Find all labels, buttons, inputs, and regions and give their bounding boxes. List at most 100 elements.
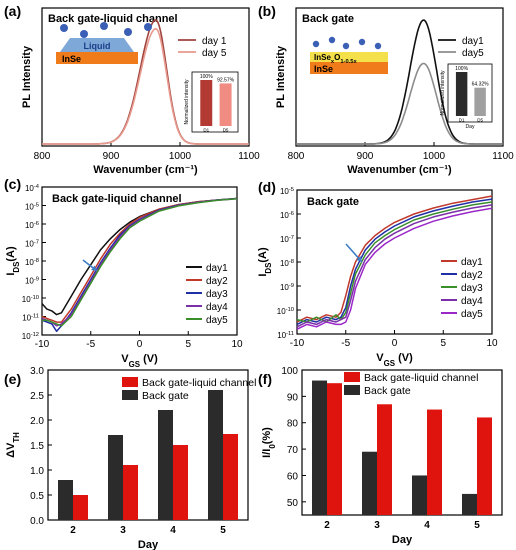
inset-bar-chart: Normalized intensity 100% D1 92.57% D5 — [184, 71, 239, 133]
x-tick-label: 5 — [474, 520, 480, 531]
legend-swatch — [344, 372, 360, 382]
y-tick-label: 2.0 — [30, 416, 44, 427]
x-tick-label: 10 — [231, 339, 243, 350]
x-tick-label: 1100 — [492, 151, 514, 162]
x-tick-label: 900 — [103, 151, 120, 162]
y-tick-label: 10-7 — [280, 235, 294, 244]
x-axis-label: VGS (V) — [376, 352, 413, 368]
inset-category: D5 — [223, 128, 229, 133]
y-tick-label: 10-9 — [280, 283, 294, 292]
y-tick-label: 10-5 — [25, 203, 39, 212]
substrate-layer — [310, 62, 388, 74]
y-tick-label: 1.0 — [30, 466, 44, 477]
legend-label: Back gate — [364, 385, 411, 397]
panel-e: (e) 0.0 0.5 1.0 1.5 2.0 2.5 3.0 2 3 4 5 Day ΔVTH Back … — [4, 366, 256, 550]
series-line-day5 — [42, 197, 238, 327]
chart-title: Back gate — [307, 196, 359, 208]
x-tick-label: 1100 — [238, 151, 260, 162]
y-tick-label: 10-9 — [25, 277, 39, 286]
y-tick-label: 1.5 — [30, 441, 44, 452]
legend-swatch — [122, 390, 138, 400]
legend-label: day4 — [461, 296, 483, 307]
x-tick-label: 4 — [170, 525, 176, 536]
x-tick-label: 0 — [392, 338, 398, 349]
y-tick-label: 0.5 — [30, 491, 44, 502]
x-tick-label: 5 — [185, 339, 191, 350]
x-tick-label: 800 — [34, 151, 51, 162]
y-tick-label: 80 — [287, 419, 299, 430]
legend-label: Back gate-liquid channel — [364, 372, 478, 384]
molecule — [374, 42, 382, 50]
bar-back-gate — [108, 435, 123, 520]
panel-b: (b) 800 900 1000 1100 Wavenumber (cm⁻¹) PL Int… — [258, 3, 514, 176]
bar-back-gate — [208, 390, 223, 520]
inset-category: D1 — [203, 128, 209, 133]
legend-swatch — [344, 385, 360, 395]
legend-label: day2 — [461, 270, 483, 281]
y-axis-label: PL Intensity — [275, 45, 287, 108]
y-tick-label: 10-12 — [22, 332, 39, 341]
legend-label: day 1 — [202, 36, 227, 47]
bar-back-gate — [312, 380, 327, 515]
y-tick-label: 10-10 — [277, 307, 294, 316]
x-tick-label: -5 — [341, 338, 350, 349]
inset-value-label: 100% — [455, 66, 468, 72]
substrate-layer — [56, 52, 138, 64]
x-tick-label: 4 — [424, 520, 430, 531]
series-line-day1 — [296, 195, 493, 323]
bar-liquid-channel — [377, 404, 392, 515]
y-tick-label: 2.5 — [30, 391, 44, 402]
molecule — [312, 40, 320, 48]
x-tick-label: 10 — [486, 338, 498, 349]
inset-y-label: Normalized intensity — [440, 70, 446, 116]
x-axis-label: VGS (V) — [121, 353, 158, 369]
inset-y-label: Normalized intensity — [184, 79, 190, 125]
panel-label: (f) — [258, 371, 272, 387]
y-tick-label: 10-4 — [25, 184, 40, 193]
y-tick-label: 70 — [287, 445, 299, 456]
y-tick-label: 10-11 — [277, 331, 294, 340]
x-tick-label: 2 — [70, 525, 76, 536]
bar-liquid-channel — [327, 383, 342, 515]
plot-frame — [295, 7, 504, 147]
inse-label: InSe — [314, 64, 333, 74]
y-tick-label: 10-5 — [280, 187, 294, 196]
x-tick-label: 3 — [120, 525, 126, 536]
x-axis-label: Wavenumber (cm⁻¹) — [347, 164, 452, 176]
x-tick-label: 0 — [137, 339, 143, 350]
x-axis-label: Wavenumber (cm⁻¹) — [93, 164, 198, 176]
molecule — [100, 22, 108, 30]
bar-liquid-channel — [123, 465, 138, 520]
inset-bar — [200, 80, 213, 126]
molecule — [80, 30, 88, 38]
bar-liquid-channel — [73, 495, 88, 520]
x-tick-label: 1000 — [423, 151, 446, 162]
molecule — [342, 42, 350, 50]
inset-category: D5 — [477, 118, 483, 123]
x-tick-label: -10 — [35, 339, 50, 350]
bar-liquid-channel — [477, 417, 492, 515]
legend-label: day4 — [206, 302, 228, 313]
bar-back-gate — [158, 410, 173, 520]
panel-d: (d) -10 -5 0 5 10 10-11 10-10 10-9 10-8 10-7 10-6 10… — [257, 179, 498, 368]
series-line-day4 — [296, 204, 493, 328]
panel-label: (a) — [4, 3, 21, 19]
legend-label: day5 — [461, 309, 483, 320]
y-tick-label: 0.0 — [30, 516, 44, 527]
x-axis-label: Day — [392, 534, 413, 546]
panel-label: (e) — [4, 371, 21, 387]
legend-swatch — [122, 377, 138, 387]
bar-back-gate — [58, 480, 73, 520]
y-axis-label: IDS(A) — [257, 247, 273, 277]
panel-a: (a) 800 900 1000 1100 Wavenumber (cm⁻¹) PL Int… — [4, 3, 260, 176]
legend-label: day 5 — [202, 48, 227, 59]
inset-value-label: 64.32% — [472, 82, 490, 88]
plot-frame — [41, 7, 250, 147]
legend-label: day3 — [206, 289, 228, 300]
legend-label: Back gate — [142, 390, 189, 402]
x-tick-label: 5 — [440, 338, 446, 349]
inset-value-label: 92.57% — [217, 77, 235, 83]
y-axis-label: PL Intensity — [21, 45, 33, 108]
